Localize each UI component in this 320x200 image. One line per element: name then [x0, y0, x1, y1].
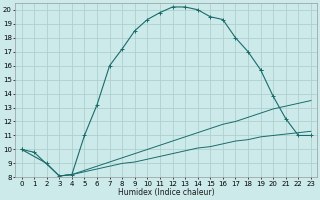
X-axis label: Humidex (Indice chaleur): Humidex (Indice chaleur) — [118, 188, 214, 197]
